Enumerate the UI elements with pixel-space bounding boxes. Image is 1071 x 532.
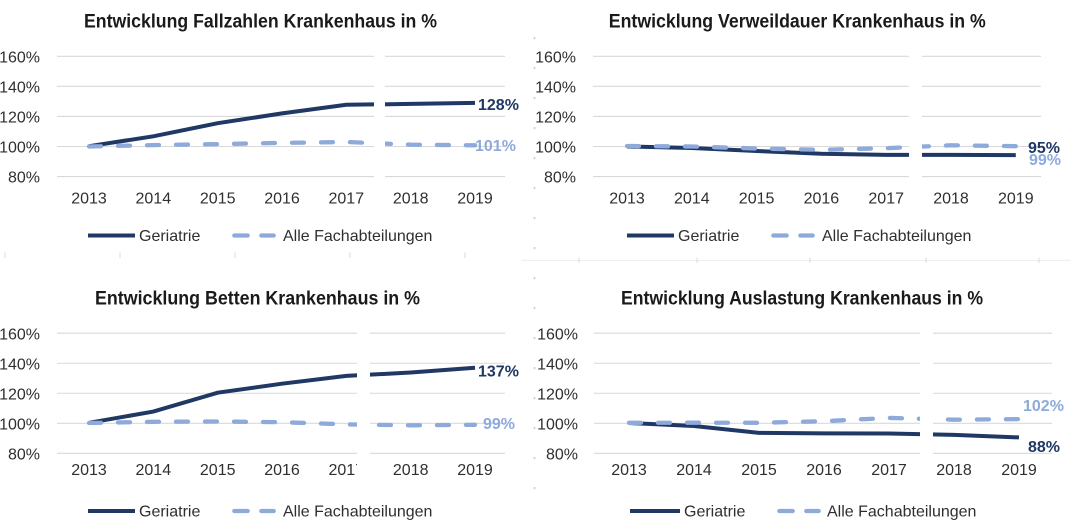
svg-text:Alle Fachabteilungen: Alle Fachabteilungen <box>827 504 976 521</box>
svg-text:2016: 2016 <box>264 191 300 208</box>
svg-text:2015: 2015 <box>741 462 777 479</box>
svg-text:140%: 140% <box>0 356 40 373</box>
svg-text:2017: 2017 <box>871 462 907 479</box>
svg-text:2017: 2017 <box>868 191 904 208</box>
svg-text:Alle Fachabteilungen: Alle Fachabteilungen <box>822 228 971 245</box>
svg-text:99%: 99% <box>483 416 515 433</box>
svg-text:100%: 100% <box>0 140 40 157</box>
svg-text:120%: 120% <box>535 110 576 127</box>
svg-text:Geriatrie: Geriatrie <box>684 504 745 521</box>
svg-text:140%: 140% <box>537 356 578 373</box>
svg-text:2018: 2018 <box>936 462 972 479</box>
svg-text:2016: 2016 <box>804 191 840 208</box>
svg-text:2013: 2013 <box>611 462 647 479</box>
svg-text:2015: 2015 <box>739 191 775 208</box>
svg-text:95%: 95% <box>1028 140 1060 157</box>
svg-text:120%: 120% <box>0 386 40 403</box>
svg-text:Entwicklung Fallzahlen Kranken: Entwicklung Fallzahlen Krankenhaus in % <box>84 10 437 32</box>
svg-text:160%: 160% <box>0 326 40 343</box>
svg-text:Geriatrie: Geriatrie <box>139 228 200 245</box>
svg-text:2019: 2019 <box>1001 462 1037 479</box>
svg-text:2013: 2013 <box>71 462 107 479</box>
svg-text:2016: 2016 <box>264 462 300 479</box>
svg-text:Entwicklung Betten Krankenhaus: Entwicklung Betten Krankenhaus in % <box>95 287 420 309</box>
svg-text:2013: 2013 <box>609 191 645 208</box>
svg-text:160%: 160% <box>535 49 576 66</box>
svg-text:80%: 80% <box>544 170 576 187</box>
svg-text:Geriatrie: Geriatrie <box>139 504 200 521</box>
svg-text:Geriatrie: Geriatrie <box>678 228 739 245</box>
svg-text:2017: 2017 <box>329 462 365 479</box>
svg-text:2013: 2013 <box>71 191 107 208</box>
svg-text:160%: 160% <box>537 326 578 343</box>
svg-text:2014: 2014 <box>674 191 710 208</box>
svg-text:2019: 2019 <box>457 462 493 479</box>
svg-text:Alle Fachabteilungen: Alle Fachabteilungen <box>283 504 432 521</box>
svg-text:80%: 80% <box>8 170 40 187</box>
svg-text:2019: 2019 <box>457 191 493 208</box>
svg-text:88%: 88% <box>1028 439 1060 456</box>
svg-text:Entwicklung Verweildauer Krank: Entwicklung Verweildauer Krankenhaus in … <box>609 10 986 32</box>
svg-text:Alle Fachabteilungen: Alle Fachabteilungen <box>283 228 432 245</box>
svg-text:140%: 140% <box>535 79 576 96</box>
svg-text:2015: 2015 <box>200 462 236 479</box>
svg-text:2018: 2018 <box>393 191 429 208</box>
svg-text:140%: 140% <box>0 79 40 96</box>
svg-text:120%: 120% <box>0 110 40 127</box>
svg-text:100%: 100% <box>535 140 576 157</box>
svg-text:101%: 101% <box>475 138 516 155</box>
svg-text:2017: 2017 <box>329 191 365 208</box>
svg-text:100%: 100% <box>0 416 40 433</box>
svg-text:2014: 2014 <box>676 462 712 479</box>
svg-text:2019: 2019 <box>998 191 1034 208</box>
svg-text:80%: 80% <box>8 446 40 463</box>
svg-text:2016: 2016 <box>806 462 842 479</box>
svg-text:2014: 2014 <box>136 462 172 479</box>
svg-text:2015: 2015 <box>200 191 236 208</box>
svg-text:137%: 137% <box>478 364 519 381</box>
svg-text:80%: 80% <box>546 446 578 463</box>
svg-text:102%: 102% <box>1023 398 1064 415</box>
svg-text:128%: 128% <box>478 97 519 114</box>
svg-text:120%: 120% <box>537 386 578 403</box>
svg-text:99%: 99% <box>1029 152 1061 169</box>
svg-text:100%: 100% <box>537 416 578 433</box>
svg-text:Entwicklung Auslastung Kranken: Entwicklung Auslastung Krankenhaus in % <box>621 287 983 309</box>
svg-text:2014: 2014 <box>136 191 172 208</box>
svg-text:2018: 2018 <box>393 462 429 479</box>
svg-text:2018: 2018 <box>933 191 969 208</box>
svg-text:160%: 160% <box>0 49 40 66</box>
